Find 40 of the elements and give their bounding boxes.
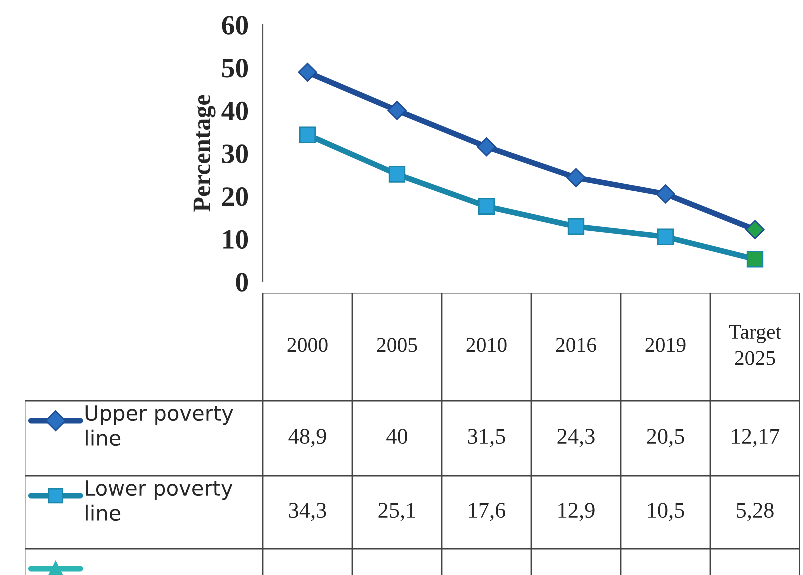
data-label: 20,5: [647, 429, 684, 448]
data-label: 5,28: [737, 503, 774, 522]
point: [746, 220, 765, 240]
y-tick-label: 60: [222, 16, 248, 35]
y-tick-label: 40: [222, 102, 248, 121]
point: [299, 126, 316, 144]
data-label: 40: [386, 429, 408, 444]
x-tick-label: 2010: [466, 338, 507, 352]
y-tick-label: 30: [222, 144, 248, 164]
point: [568, 218, 585, 236]
y-tick-label: 10: [224, 230, 248, 250]
x-tick-label: 2005: [377, 338, 418, 352]
x-tick-label: 2019: [646, 338, 686, 352]
legend-label: Lower poverty line: [86, 480, 233, 522]
y-tick-label: 50: [222, 59, 248, 78]
data-label: 12,17: [732, 429, 780, 448]
y-tick-label: 0: [236, 273, 248, 292]
y-axis-title: Percentage: [194, 95, 216, 212]
point: [477, 138, 496, 157]
data-label: 31,5: [468, 429, 506, 448]
point: [657, 228, 674, 246]
data-label: 10,5: [648, 503, 684, 522]
point: [566, 168, 586, 188]
y-tick-label: 20: [222, 188, 248, 206]
x-tick-label: 2016: [556, 338, 596, 352]
point: [656, 184, 676, 204]
point: [388, 166, 406, 183]
x-tick-label: 2000: [288, 338, 328, 352]
data-label: 17,6: [469, 503, 506, 522]
data-label: 48,9: [288, 429, 326, 448]
x-tick-label: Target 2025: [729, 325, 782, 366]
data-label: 12,9: [558, 503, 595, 522]
data-label: 24,3: [558, 429, 595, 448]
data-label: 25,1: [378, 503, 416, 522]
legend-label: Upper poverty line: [86, 406, 234, 446]
data-label: 34,3: [289, 503, 326, 522]
point: [746, 251, 764, 268]
point: [388, 101, 407, 120]
point: [298, 63, 318, 82]
point: [478, 198, 496, 215]
